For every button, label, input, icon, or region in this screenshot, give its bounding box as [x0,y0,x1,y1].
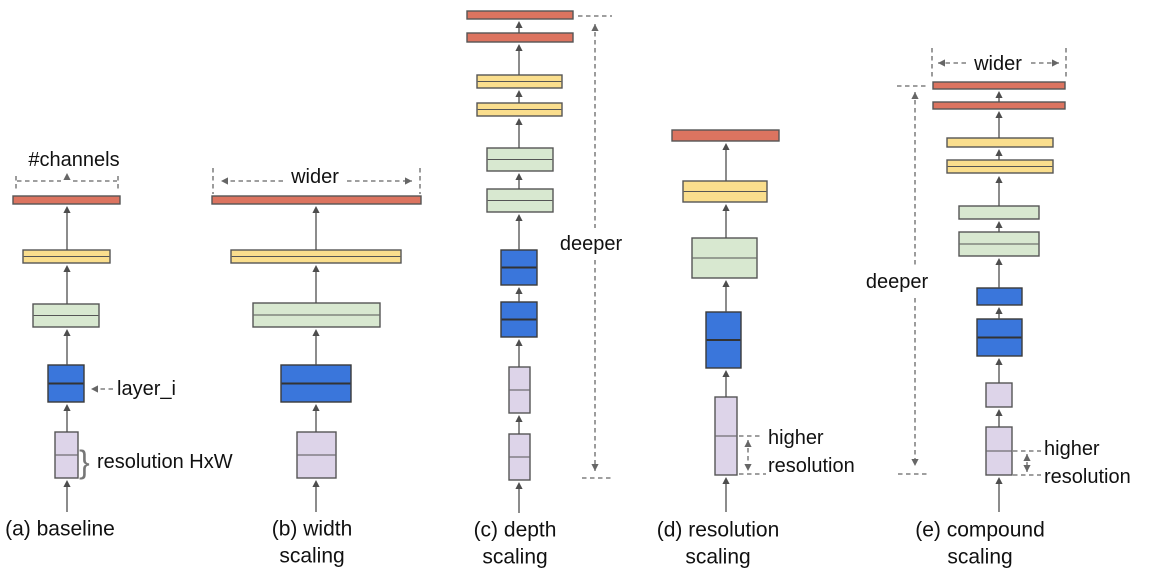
arrowhead-up [722,280,730,287]
panel-d: higher resolution (d) resolution scaling [657,129,855,569]
deeper-label: deeper [560,233,623,255]
arrowhead-up [911,92,919,99]
arrowhead-up [515,482,523,489]
arrowhead-up [312,404,320,411]
arrowhead-up [722,143,730,150]
higher-label: higher [768,427,824,449]
arrowhead-up [63,480,71,487]
arrowhead-up [515,214,523,221]
arrowhead-up [63,173,71,180]
arrowhead-up [515,339,523,346]
panel-e: wider deeper higher resolution (e) compound s… [866,48,1131,569]
arrowhead-up [312,480,320,487]
arrowhead-up [744,440,752,447]
arrowhead-up [515,90,523,97]
caption-d-line-1: scaling [685,546,750,569]
e-yellow-block-2 [946,137,1054,148]
resolution-label: resolution [768,455,855,477]
e-blue-block-6 [976,287,1023,306]
arrowhead-left [221,177,228,185]
a-red-block-0 [12,195,121,205]
arrowhead-up [515,415,523,422]
deeper-label: deeper [866,271,929,293]
arrowhead-up [995,307,1003,314]
arrowhead-up [515,173,523,180]
d-red-block-0 [671,129,780,142]
arrowhead-up [591,24,599,31]
e-red-block-1 [932,101,1066,110]
arrowhead-up [995,358,1003,365]
panel-c: deeper (c) depth scaling [466,10,623,569]
arrowhead-up [722,204,730,211]
resolution-brace: } [79,444,90,480]
arrowhead-up [722,370,730,377]
arrowhead-up [515,287,523,294]
arrowhead-up [995,176,1003,183]
arrowhead-up [995,409,1003,416]
arrowhead-up [995,477,1003,484]
arrowhead-up [515,44,523,51]
arrowhead-up [515,21,523,28]
higher-label: higher [1044,438,1100,460]
caption-c-line-0: (c) depth [474,519,557,542]
caption-c-line-1: scaling [482,546,547,569]
arrowhead-up [63,265,71,272]
c-red-block-1 [466,32,574,43]
arrowhead-up [995,149,1003,156]
resolution-hxw-label: resolution HxW [97,451,233,473]
b-red-block-0 [211,195,422,205]
caption-d-line-0: (d) resolution [657,519,780,542]
channels-label: #channels [28,149,119,171]
arrowhead-up [722,477,730,484]
panel-b: wider (b) width scaling [211,166,422,568]
arrowhead-up [312,265,320,272]
wider-label: wider [973,53,1022,75]
arrowhead-up [63,329,71,336]
arrowhead-up [995,221,1003,228]
layer-i-label: layer_i [117,378,176,400]
arrowhead-left [938,59,945,67]
e-green-block-4 [958,205,1040,220]
arrowhead-up [63,206,71,213]
arrowhead-up [515,118,523,125]
arrowhead-down [744,464,752,471]
arrowhead-up [1023,454,1031,461]
caption-e-line-1: scaling [947,546,1012,569]
arrowhead-up [312,329,320,336]
resolution-label: resolution [1044,466,1131,488]
arrowhead-up [63,404,71,411]
c-red-block-0 [466,10,574,20]
arrowhead-down [1023,465,1031,472]
panel-a: #channels layer_i resolution HxW} (a) basel… [5,149,233,541]
arrowhead-right [1052,59,1059,67]
arrowhead-down [911,459,919,466]
wider-label: wider [290,166,339,188]
caption-e-line-0: (e) compound [915,519,1045,542]
arrowhead-up [995,111,1003,118]
caption-b-line-0: (b) width [272,518,353,541]
arrowhead-down [591,464,599,471]
caption-a-line-0: (a) baseline [5,518,115,541]
arrowhead-up [995,258,1003,265]
arrowhead-up [312,206,320,213]
caption-b-line-1: scaling [279,545,344,568]
arrowhead-right [405,177,412,185]
e-purple-block-8 [985,382,1013,408]
arrowhead-left [91,385,98,393]
e-red-block-0 [932,81,1066,90]
arrowhead-up [995,91,1003,98]
